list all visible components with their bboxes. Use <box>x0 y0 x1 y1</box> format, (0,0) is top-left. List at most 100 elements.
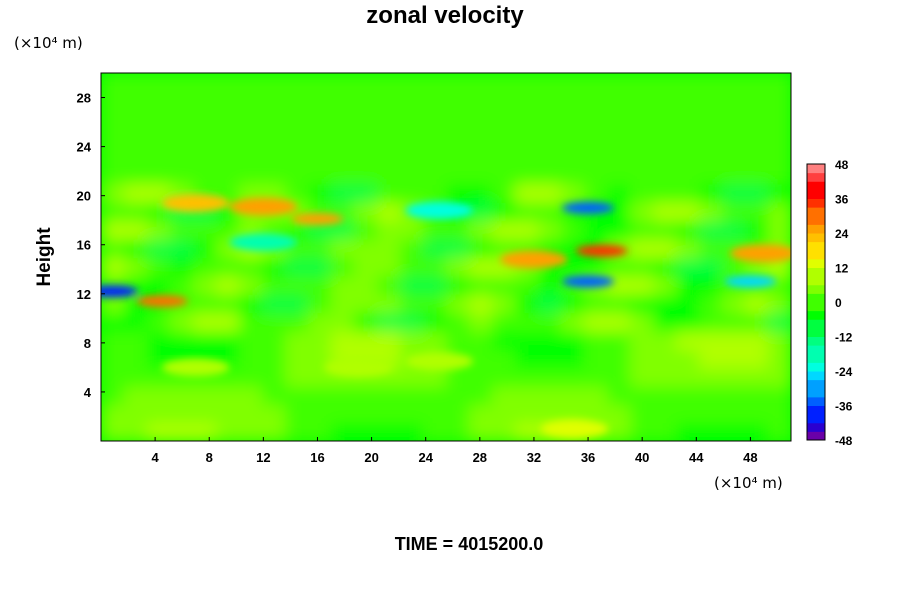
heatmap-features <box>101 194 791 438</box>
heatmap-cell <box>653 312 677 332</box>
heatmap-cell <box>515 109 539 130</box>
heatmap-cell <box>469 238 493 258</box>
heatmap-cell <box>239 91 263 111</box>
heatmap-cell <box>423 220 447 240</box>
colorbar-frame <box>806 163 826 441</box>
colorbar-segment <box>807 388 825 398</box>
heatmap-cell <box>331 91 355 111</box>
heatmap-cell <box>400 367 424 387</box>
heatmap-feature <box>724 275 777 288</box>
heatmap-cell <box>308 183 332 203</box>
heatmap-cell <box>653 385 677 406</box>
heatmap-cell <box>377 201 401 222</box>
heatmap-cell <box>492 109 516 130</box>
heatmap-cell <box>745 349 769 369</box>
heatmap-cell <box>193 109 217 130</box>
heatmap-cell <box>147 73 171 93</box>
heatmap-cell <box>101 349 125 369</box>
heatmap-cell <box>446 312 470 332</box>
heatmap-cell <box>492 220 516 240</box>
heatmap-cell <box>469 385 493 406</box>
heatmap-cell <box>285 367 309 387</box>
heatmap-cell <box>101 183 125 203</box>
heatmap-cell <box>216 293 240 314</box>
heatmap-cell <box>216 275 240 295</box>
heatmap-cell <box>262 165 286 185</box>
heatmap-cell <box>124 238 148 258</box>
heatmap-cell <box>101 330 125 350</box>
heatmap-cell <box>124 312 148 332</box>
heatmap-cell <box>193 257 217 277</box>
heatmap-cell <box>515 220 539 240</box>
heatmap-feature <box>405 352 474 371</box>
heatmap-cell <box>101 367 125 387</box>
heatmap-cell <box>722 201 746 222</box>
heatmap-cell <box>216 330 240 350</box>
heatmap-cell <box>147 238 171 258</box>
heatmap-cell <box>699 128 723 148</box>
heatmap-cell <box>492 146 516 166</box>
heatmap-cell <box>377 128 401 148</box>
heatmap-cell <box>285 422 309 441</box>
heatmap-cell <box>469 201 493 222</box>
heatmap-cell <box>400 109 424 130</box>
heatmap-cell <box>515 404 539 424</box>
heatmap-cell <box>147 165 171 185</box>
heatmap-cell <box>492 330 516 350</box>
heatmap-cell <box>216 73 240 93</box>
heatmap-cell <box>607 275 631 295</box>
heatmap-cell <box>653 91 677 111</box>
heatmap-cell <box>446 91 470 111</box>
heatmap-cell <box>147 367 171 387</box>
heatmap-cell <box>262 73 286 93</box>
heatmap-cell <box>331 238 355 258</box>
heatmap-cell <box>147 220 171 240</box>
heatmap-cell <box>400 146 424 166</box>
heatmap-cell <box>515 128 539 148</box>
heatmap-cell <box>699 73 723 93</box>
heatmap-cell <box>561 349 585 369</box>
heatmap-cell <box>607 128 631 148</box>
x-tick-label: 4 <box>152 450 160 465</box>
heatmap-cell <box>469 349 493 369</box>
heatmap-cell <box>676 367 700 387</box>
heatmap-cell <box>377 293 401 314</box>
heatmap-cell <box>262 293 286 314</box>
heatmap-cell <box>676 404 700 424</box>
heatmap-cell <box>262 349 286 369</box>
heatmap-cell <box>331 385 355 406</box>
heatmap-cell <box>515 183 539 203</box>
heatmap-cell <box>538 183 562 203</box>
heatmap-cell <box>262 330 286 350</box>
colorbar-segment <box>807 233 825 243</box>
heatmap-cell <box>561 146 585 166</box>
heatmap-cell <box>699 404 723 424</box>
heatmap-cell <box>354 128 378 148</box>
colorbar-segment <box>807 345 825 355</box>
y-tick-label: 28 <box>77 91 91 106</box>
heatmap-cell <box>584 73 608 93</box>
heatmap-cell <box>607 201 631 222</box>
heatmap-cell <box>400 293 424 314</box>
y-tick-label: 12 <box>77 287 91 302</box>
heatmap-cell <box>745 128 769 148</box>
heatmap-cell <box>239 367 263 387</box>
heatmap-cell <box>308 385 332 406</box>
heatmap-cell <box>561 404 585 424</box>
heatmap-cell <box>676 422 700 441</box>
heatmap-cell <box>193 165 217 185</box>
heatmap-cell <box>308 330 332 350</box>
heatmap-cell <box>147 404 171 424</box>
heatmap-cell <box>768 220 791 240</box>
heatmap-cell <box>492 201 516 222</box>
heatmap-cell <box>262 128 286 148</box>
heatmap-cell <box>377 91 401 111</box>
heatmap-cell <box>653 275 677 295</box>
heatmap-cell <box>607 73 631 93</box>
heatmap-cell <box>469 128 493 148</box>
heatmap-cell <box>561 73 585 93</box>
y-unit-label: (×10⁴ m) <box>14 34 83 52</box>
heatmap-cell <box>538 349 562 369</box>
heatmap-cell <box>584 109 608 130</box>
heatmap-cell <box>377 385 401 406</box>
